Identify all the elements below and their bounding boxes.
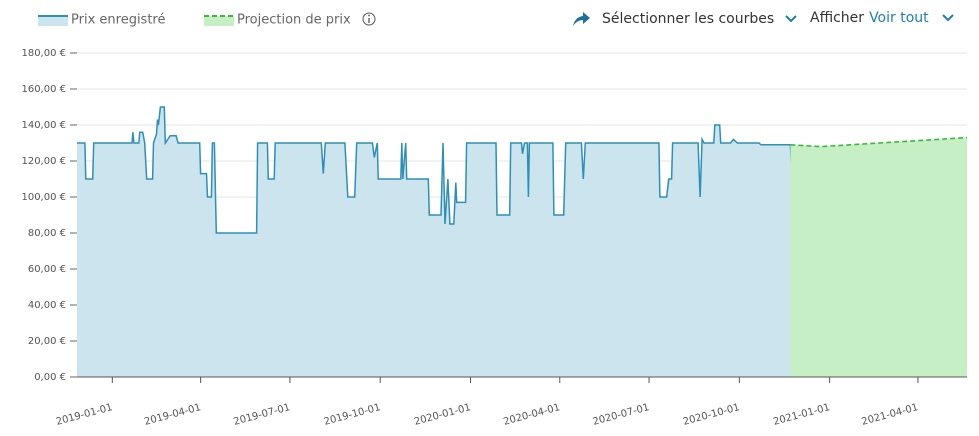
line — [790, 136, 968, 148]
legend-swatch — [204, 16, 234, 26]
x-tick-label: 2019-01-01 — [55, 402, 114, 428]
share-icon — [573, 12, 590, 26]
show-all[interactable]: Afficher Voir tout — [810, 10, 955, 26]
y-tick-label: 100,00 € — [21, 192, 66, 203]
x-tick-label: 2020-07-01 — [592, 402, 651, 428]
x-tick-label: 2020-04-01 — [502, 402, 561, 428]
area — [790, 137, 967, 377]
x-tick-label: 2019-07-01 — [232, 402, 291, 428]
select-curves[interactable]: Sélectionner les courbes — [570, 10, 798, 28]
show-label: Afficher — [810, 10, 865, 26]
y-tick-label: 40,00 € — [28, 300, 66, 311]
x-tick-label: 2020-10-01 — [682, 402, 741, 428]
legend-label: Prix enregistré — [71, 13, 165, 28]
show-value: Voir tout — [869, 10, 929, 26]
line — [77, 106, 794, 234]
y-tick-label: 20,00 € — [28, 336, 66, 347]
chevron — [785, 15, 797, 23]
legend-swatch — [38, 16, 68, 26]
y-tick-label: 140,00 € — [21, 120, 66, 131]
x-tick-label: 2020-01-01 — [413, 402, 472, 428]
x-tick-label: 2021-04-01 — [860, 402, 919, 428]
y-tick-label: 160,00 € — [21, 84, 66, 95]
x-tick-label: 2019-10-01 — [323, 402, 382, 428]
area — [77, 107, 793, 377]
x-tick-label: 2021-01-01 — [772, 402, 831, 428]
y-tick-label: 180,00 € — [21, 48, 66, 59]
legend-label: Projection de prix — [237, 13, 351, 28]
x-tick-label: 2019-04-01 — [143, 402, 202, 428]
select-curves-label: Sélectionner les courbes — [602, 11, 775, 27]
y-tick-label: 120,00 € — [21, 156, 66, 167]
y-tick-label: 80,00 € — [28, 228, 66, 239]
y-tick-label: 60,00 € — [28, 264, 66, 275]
info-icon — [362, 12, 376, 26]
chevron — [941, 14, 954, 22]
info-icon-dot — [368, 14, 370, 17]
y-tick-label: 0,00 € — [34, 372, 66, 383]
